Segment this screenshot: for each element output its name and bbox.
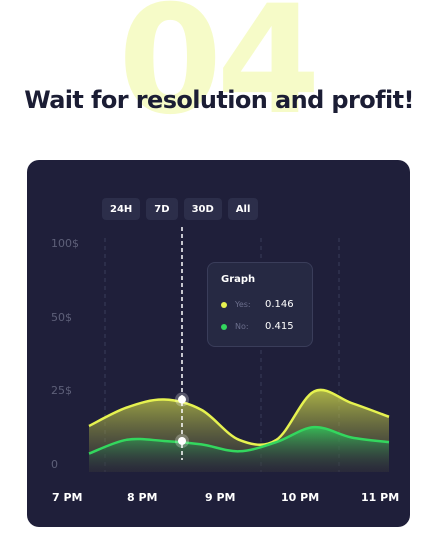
no-series-area — [89, 427, 389, 472]
tooltip-row-yes: Yes: 0.146 — [221, 299, 294, 310]
tooltip-yes-value: 0.146 — [265, 299, 294, 310]
timeframe-tabs: 24H 7D 30D All — [102, 198, 259, 220]
tooltip-no-label: No: — [235, 322, 249, 331]
x-tick-label: 8 PM — [127, 491, 158, 504]
price-chart — [88, 227, 390, 472]
no-legend-dot — [221, 323, 227, 330]
x-tick-label: 7 PM — [52, 491, 83, 504]
y-tick-label: 0 — [51, 458, 58, 471]
tooltip-no-value: 0.415 — [265, 321, 294, 332]
x-tick-label: 11 PM — [361, 491, 400, 504]
page-headline: Wait for resolution and profit! — [24, 86, 414, 114]
x-tick-label: 10 PM — [281, 491, 320, 504]
y-tick-label: 25$ — [51, 384, 72, 397]
y-tick-label: 50$ — [51, 311, 72, 324]
tooltip-title: Graph — [221, 274, 256, 285]
graph-card: 24H 7D 30D All 100$ 50$ 25$ 0 Graph Yes:… — [27, 160, 410, 527]
tab-all[interactable]: All — [227, 198, 259, 220]
y-tick-label: 100$ — [51, 237, 79, 250]
no-series-line — [88, 425, 390, 455]
graph-tooltip: Graph Yes: 0.146 No: 0.415 — [207, 262, 313, 347]
yes-legend-dot — [221, 301, 227, 308]
no-hover-point[interactable] — [178, 436, 186, 445]
yes-hover-point[interactable] — [178, 395, 186, 404]
step-number: 04 — [118, 0, 321, 148]
tab-24h[interactable]: 24H — [102, 198, 141, 220]
tooltip-row-no: No: 0.415 — [221, 321, 294, 332]
tooltip-yes-label: Yes: — [235, 300, 251, 309]
yes-series-line — [88, 388, 390, 446]
tab-30d[interactable]: 30D — [183, 198, 222, 220]
tab-7d[interactable]: 7D — [146, 198, 178, 220]
x-tick-label: 9 PM — [205, 491, 236, 504]
